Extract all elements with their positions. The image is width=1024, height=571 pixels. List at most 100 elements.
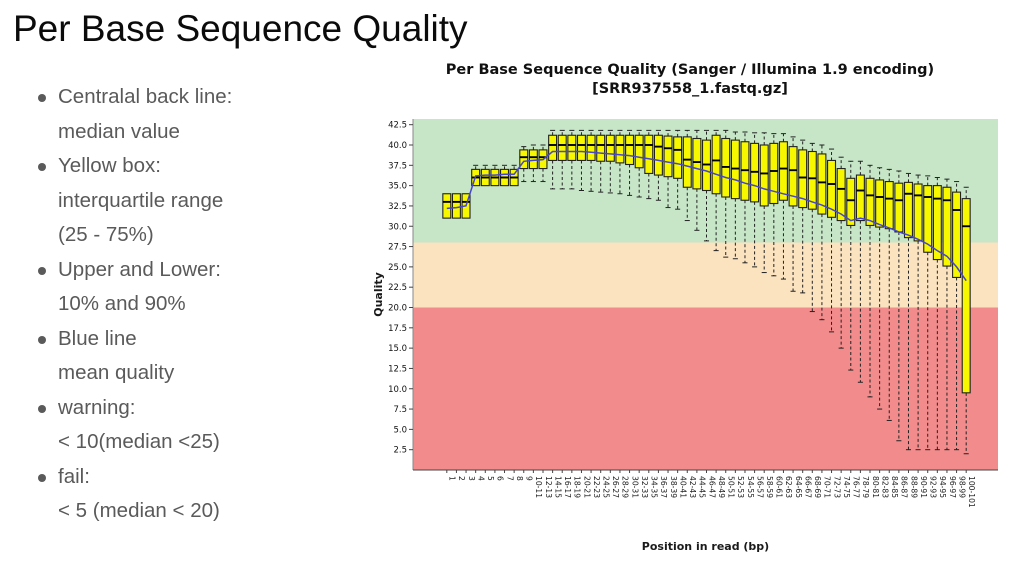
chart-title-line2: [SRR937558_1.fastq.gz]: [592, 81, 788, 97]
x-tick-label: 92-93: [929, 476, 938, 498]
bullet-dot: [38, 163, 46, 171]
x-tick-label: 96-97: [948, 476, 957, 498]
list-item: fail: < 5 (median < 20): [28, 460, 368, 529]
x-tick-label: 66-67: [803, 476, 812, 498]
bullet-dot: [38, 404, 46, 413]
bullet-text: < 5 (median < 20): [58, 499, 220, 522]
bullet-text: (25 - 75%): [58, 223, 154, 246]
x-tick-label: 22-23: [592, 476, 601, 498]
y-tick-label: 42.5: [388, 121, 407, 131]
x-tick-label: 10-11: [534, 476, 543, 498]
bullet-text: < 10(median <25): [58, 430, 220, 453]
x-tick-label: 46-47: [707, 476, 716, 498]
x-tick-label: 18-19: [573, 476, 582, 498]
bullet-text: Centralal back line:: [58, 85, 233, 108]
x-tick-label: 58-59: [765, 476, 774, 498]
x-tick-label: 98-99: [957, 476, 966, 498]
x-tick-label: 80-81: [871, 476, 880, 498]
x-tick-label: 76-77: [852, 476, 861, 498]
x-tick-label: 74-75: [842, 476, 851, 498]
y-tick-label: 20.0: [388, 304, 407, 314]
axes: 2.5 5.0 7.5 10.0 12.5 15.0 17.5 20.0 22.5 25.0 27.…: [388, 119, 998, 508]
x-tick-label: 42-43: [688, 476, 697, 498]
bullet-text: Blue line: [58, 326, 137, 350]
list-item: Yellow box: interquartile range (25 - 75…: [28, 149, 368, 253]
x-tick-label: 64-65: [794, 476, 803, 498]
x-tick-label: 62-63: [784, 476, 793, 498]
x-axis-label: Position in read (bp): [642, 540, 769, 553]
x-tick-label: 30-31: [630, 476, 639, 498]
x-tick-label: 68-69: [813, 476, 822, 498]
mean-line: [446, 150, 967, 282]
x-tick-label: 94-95: [938, 476, 947, 498]
x-tick-label: 52-53: [736, 476, 745, 498]
y-tick-label: 2.5: [393, 446, 407, 456]
x-tick-label: 6: [496, 476, 505, 481]
bullet-text: warning:: [58, 395, 136, 419]
page-title: Per Base Sequence Quality: [13, 8, 468, 49]
bullet-text: Yellow box:: [58, 154, 161, 177]
y-tick-label: 32.5: [388, 202, 407, 212]
bullet-dot: [38, 94, 46, 102]
y-tick-label: 40.0: [388, 141, 407, 151]
x-tick-label: 2: [457, 476, 466, 481]
x-tick-label: 82-83: [880, 476, 889, 498]
list-item: Centralal back line: median value: [28, 80, 368, 149]
y-tick-label: 17.5: [388, 324, 407, 334]
x-tick-label: 50-51: [727, 476, 736, 498]
bullet-text: fail:: [58, 464, 90, 488]
x-tick-label: 9: [525, 476, 534, 481]
x-tick-label: 72-73: [832, 476, 841, 498]
y-tick-label: 25.0: [388, 263, 407, 273]
x-tick-label: 84-85: [890, 476, 899, 498]
x-tick-label: 86-87: [900, 476, 909, 498]
x-tick-label: 5: [486, 476, 495, 481]
x-tick-label: 12-13: [544, 476, 553, 498]
whiskers: [473, 129, 969, 455]
x-tick-label: 56-57: [755, 476, 764, 498]
chart-title-line1: Per Base Sequence Quality (Sanger / Illu…: [446, 62, 934, 78]
y-axis-label: Quality: [372, 272, 385, 317]
bullet-list: Centralal back line: median value Yellow…: [28, 80, 368, 529]
boxplot-svg: 2.5 5.0 7.5 10.0 12.5 15.0 17.5 20.0 22.5 25.0 27.…: [372, 62, 998, 553]
y-tick-label: 10.0: [388, 385, 407, 395]
x-tick-label: 16-17: [563, 476, 572, 498]
y-tick-label: 30.0: [388, 222, 407, 232]
x-tick-label: 20-21: [582, 476, 591, 498]
bullet-text: mean quality: [58, 361, 175, 384]
y-tick-label: 22.5: [388, 283, 407, 293]
bullet-dot: [38, 473, 46, 482]
y-tick-label: 7.5: [393, 405, 407, 415]
quartile-boxes: [442, 134, 971, 394]
x-tick-label: 3: [467, 476, 476, 481]
x-tick-label: 26-27: [611, 476, 620, 498]
y-tick-label: 5.0: [393, 425, 407, 435]
x-tick-label: 38-39: [669, 476, 678, 498]
bullet-text: Upper and Lower:: [58, 257, 221, 281]
x-tick-label: 36-37: [659, 476, 668, 498]
x-tick-label: 60-61: [775, 476, 784, 498]
x-tick-label: 44-45: [698, 476, 707, 498]
list-item: Blue line mean quality: [28, 322, 368, 391]
x-tick-label: 78-79: [861, 476, 870, 498]
x-tick-label: 1: [448, 476, 457, 481]
x-tick-label: 100-101: [967, 476, 976, 508]
x-tick-label: 4: [476, 476, 485, 481]
x-tick-label: 90-91: [919, 476, 928, 498]
x-tick-label: 40-41: [678, 476, 687, 498]
y-tick-label: 35.0: [388, 182, 407, 192]
y-tick-label: 15.0: [388, 344, 407, 354]
bullet-dot: [38, 266, 46, 275]
list-item: warning: < 10(median <25): [28, 391, 368, 460]
x-tick-label: 14-15: [553, 476, 562, 498]
x-tick-label: 34-35: [650, 476, 659, 498]
x-tick-label: 32-33: [640, 476, 649, 498]
bullet-text: median value: [58, 119, 180, 143]
x-tick-label: 7: [505, 476, 514, 481]
bullet-text: interquartile range: [58, 188, 224, 212]
x-tick-label: 24-25: [602, 476, 611, 498]
y-tick-label: 12.5: [388, 364, 407, 374]
list-item: Upper and Lower: 10% and 90%: [28, 253, 368, 322]
x-tick-label: 8: [515, 476, 524, 481]
